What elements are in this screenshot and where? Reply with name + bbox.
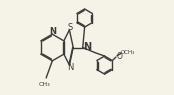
Text: N: N [83,42,91,52]
Text: O: O [116,52,122,61]
Text: N: N [67,63,73,72]
Text: S: S [67,23,73,32]
Text: N: N [49,27,56,36]
Text: OCH₃: OCH₃ [121,50,135,55]
Text: CH₃: CH₃ [39,82,50,87]
